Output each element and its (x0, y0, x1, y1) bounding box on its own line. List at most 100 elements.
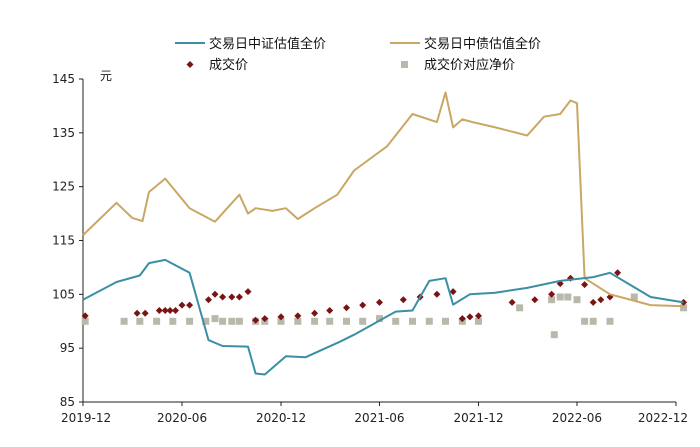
transaction-price-point (458, 315, 466, 323)
net-price-point (556, 293, 564, 301)
x-tick-label: 2021-06 (354, 411, 404, 425)
transaction-price-point (548, 290, 556, 298)
net-price-point (564, 293, 572, 301)
y-ticks: 145 135 125 115 105 95 85 (52, 72, 83, 409)
x-tick-label: 2019-12 (61, 411, 111, 425)
net-price-point (311, 317, 319, 325)
net-price-point (277, 317, 285, 325)
net-price-point (359, 317, 367, 325)
transaction-price-point (161, 307, 169, 314)
legend-label-transaction-price: 成交价 (209, 57, 248, 73)
transaction-price-point (235, 293, 243, 301)
transaction-price-point (155, 307, 163, 314)
y-tick-label: 135 (52, 126, 75, 140)
legend-label-transaction-net-price: 成交价对应净价 (424, 57, 515, 73)
transaction-price-point (531, 296, 539, 304)
legend-label-chinabond-full-price: 交易日中债估值全价 (424, 36, 541, 52)
net-price-point (211, 315, 219, 323)
legend: 交易日中证估值全价 交易日中债估值全价 成交价 成交价对应净价 (175, 36, 541, 73)
net-price-point (425, 317, 433, 325)
y-tick-label: 85 (60, 395, 75, 409)
net-price-point (326, 317, 334, 325)
transaction-price-point (359, 301, 367, 309)
net-price-point (343, 317, 350, 325)
transaction-price-point (133, 309, 141, 317)
y-axis-unit-label: 元 (100, 69, 112, 83)
net-price-point (475, 317, 482, 325)
net-price-point (120, 317, 128, 325)
transaction-price-point (81, 312, 89, 320)
net-price-point (516, 304, 524, 312)
net-price-point (680, 304, 688, 312)
transaction-price-point (219, 293, 227, 301)
transaction-price-point (399, 296, 407, 304)
net-price-point (153, 317, 161, 325)
transaction-price-point (178, 301, 186, 309)
transaction-price-point (343, 304, 350, 312)
transaction-price-point (244, 288, 252, 296)
net-price-point (235, 317, 243, 325)
transaction-price-point (294, 312, 302, 320)
net-price-point (376, 315, 383, 323)
legend-label-csi-full-price: 交易日中证估值全价 (209, 36, 326, 52)
legend-swatch-transaction-net-price (401, 61, 408, 68)
transaction-price-point (433, 290, 441, 298)
transaction-price-point (311, 309, 319, 317)
net-price-point (169, 317, 177, 325)
net-price-point (630, 293, 638, 301)
transaction-price-point (252, 316, 260, 324)
net-price-point (136, 317, 144, 325)
net-price-point (186, 317, 194, 325)
net-price-point (548, 296, 556, 304)
transaction-price-point (261, 315, 269, 323)
transaction-price-point (581, 281, 589, 289)
net-price-point (573, 296, 581, 304)
net-price-point (606, 317, 614, 325)
net-price-point (550, 331, 558, 339)
net-price-point (392, 317, 400, 325)
transaction-price-point (466, 313, 474, 321)
axes (82, 79, 676, 403)
transaction-price-point (166, 307, 174, 314)
net-price-point (228, 317, 236, 325)
net-price-point (81, 317, 89, 325)
transaction-price-point (211, 290, 219, 298)
transaction-price-point (449, 288, 457, 296)
transaction-price-point (597, 296, 605, 304)
transaction-price-point (475, 312, 482, 320)
y-tick-label: 105 (52, 287, 75, 301)
y-tick-label: 115 (52, 234, 75, 248)
x-tick-label: 2020-12 (256, 411, 306, 425)
plot-area (81, 91, 688, 376)
net-price-point (219, 317, 227, 325)
legend-swatch-transaction-price (186, 61, 194, 68)
transaction-price-point (376, 298, 383, 306)
transaction-price-point (589, 298, 597, 306)
transaction-price-point (205, 296, 212, 304)
series-line-1 (82, 91, 684, 308)
transaction-price-point (508, 298, 516, 306)
x-tick-label: 2020-06 (157, 411, 207, 425)
net-price-point (294, 317, 302, 325)
transaction-price-point (326, 307, 334, 314)
y-tick-label: 125 (52, 180, 75, 194)
y-tick-label: 95 (60, 341, 75, 355)
x-tick-label: 2022-06 (552, 411, 602, 425)
transaction-price-point (172, 307, 179, 314)
transaction-price-point (228, 293, 236, 301)
x-tick-label: 2022-12 (638, 411, 688, 425)
y-tick-label: 145 (52, 72, 75, 86)
transaction-price-point (141, 309, 149, 317)
x-tick-label: 2021-12 (453, 411, 503, 425)
net-price-point (442, 317, 449, 325)
net-price-point (589, 317, 597, 325)
transaction-price-point (186, 301, 194, 309)
net-price-point (581, 317, 589, 325)
series-line-0 (82, 258, 684, 376)
x-ticks: 2019-12 2020-06 2020-12 2021-06 2021-12 2022-… (61, 402, 688, 425)
transaction-price-point (277, 313, 285, 321)
net-price-point (202, 317, 210, 325)
transaction-price-point (614, 269, 622, 277)
net-price-point (409, 317, 416, 325)
